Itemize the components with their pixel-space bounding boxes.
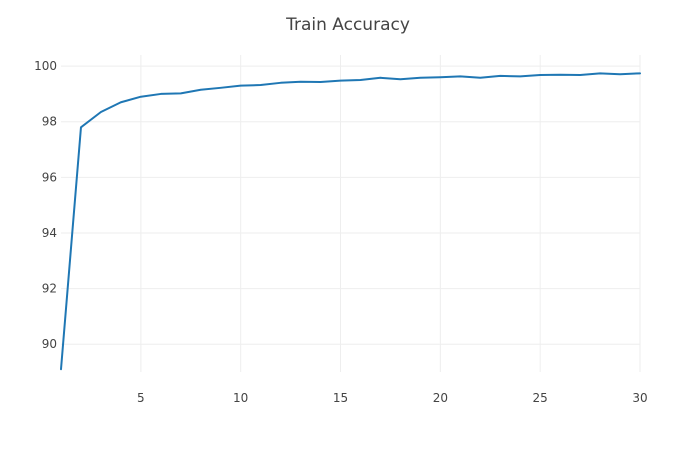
y-tick-label: 96 — [42, 170, 57, 184]
tick-labels: 90 92 94 96 98 100 5 10 15 20 25 30 — [34, 59, 648, 405]
series-layer — [60, 72, 641, 371]
x-tick-label: 20 — [433, 391, 448, 405]
x-tick-label: 5 — [137, 391, 145, 405]
chart-title: Train Accuracy — [285, 15, 410, 35]
x-tick-label: 15 — [333, 391, 348, 405]
x-tick-label: 25 — [533, 391, 548, 405]
y-tick-label: 92 — [42, 282, 57, 296]
series-line — [60, 72, 641, 371]
grid-lines — [61, 55, 641, 372]
y-tick-label: 90 — [42, 337, 57, 351]
y-tick-label: 98 — [42, 115, 57, 129]
x-tick-label: 30 — [632, 391, 647, 405]
y-tick-label: 100 — [34, 59, 57, 73]
y-tick-label: 94 — [42, 226, 57, 240]
x-tick-label: 10 — [233, 391, 248, 405]
